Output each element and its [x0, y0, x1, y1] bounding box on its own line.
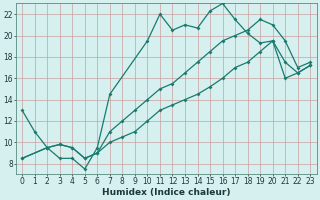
X-axis label: Humidex (Indice chaleur): Humidex (Indice chaleur) [102, 188, 230, 197]
